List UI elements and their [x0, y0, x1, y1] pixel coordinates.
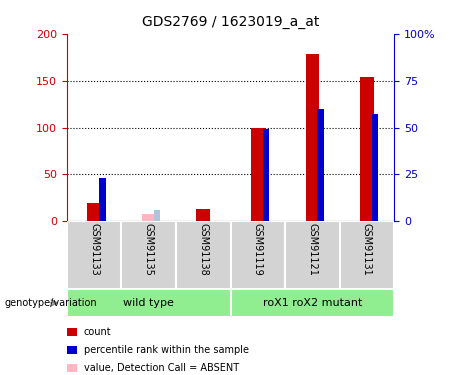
Bar [285, 221, 340, 289]
Bar [317, 109, 324, 221]
Text: count: count [84, 327, 112, 337]
Title: GDS2769 / 1623019_a_at: GDS2769 / 1623019_a_at [142, 15, 319, 28]
Text: value, Detection Call = ABSENT: value, Detection Call = ABSENT [84, 363, 239, 373]
Text: GSM91121: GSM91121 [307, 223, 317, 276]
Bar [67, 289, 230, 317]
Text: percentile rank within the sample: percentile rank within the sample [84, 345, 249, 355]
Bar [251, 128, 265, 221]
Bar [196, 209, 210, 221]
Bar [263, 129, 269, 221]
Text: GSM91135: GSM91135 [144, 223, 154, 276]
Text: wild type: wild type [123, 298, 174, 308]
Text: GSM91119: GSM91119 [253, 223, 263, 276]
Bar [67, 221, 121, 289]
Text: genotype/variation: genotype/variation [5, 298, 97, 308]
Bar [87, 202, 101, 221]
Bar [99, 178, 106, 221]
Bar [121, 221, 176, 289]
Text: roX1 roX2 mutant: roX1 roX2 mutant [263, 298, 362, 308]
Bar [230, 221, 285, 289]
Bar [360, 77, 374, 221]
Bar [154, 210, 160, 221]
Bar [306, 54, 319, 221]
Bar [372, 114, 378, 221]
Text: GSM91133: GSM91133 [89, 223, 99, 276]
Bar [142, 214, 155, 221]
Bar [340, 221, 394, 289]
Text: GSM91138: GSM91138 [198, 223, 208, 276]
Text: GSM91131: GSM91131 [362, 223, 372, 276]
Bar [230, 289, 394, 317]
Bar [176, 221, 230, 289]
